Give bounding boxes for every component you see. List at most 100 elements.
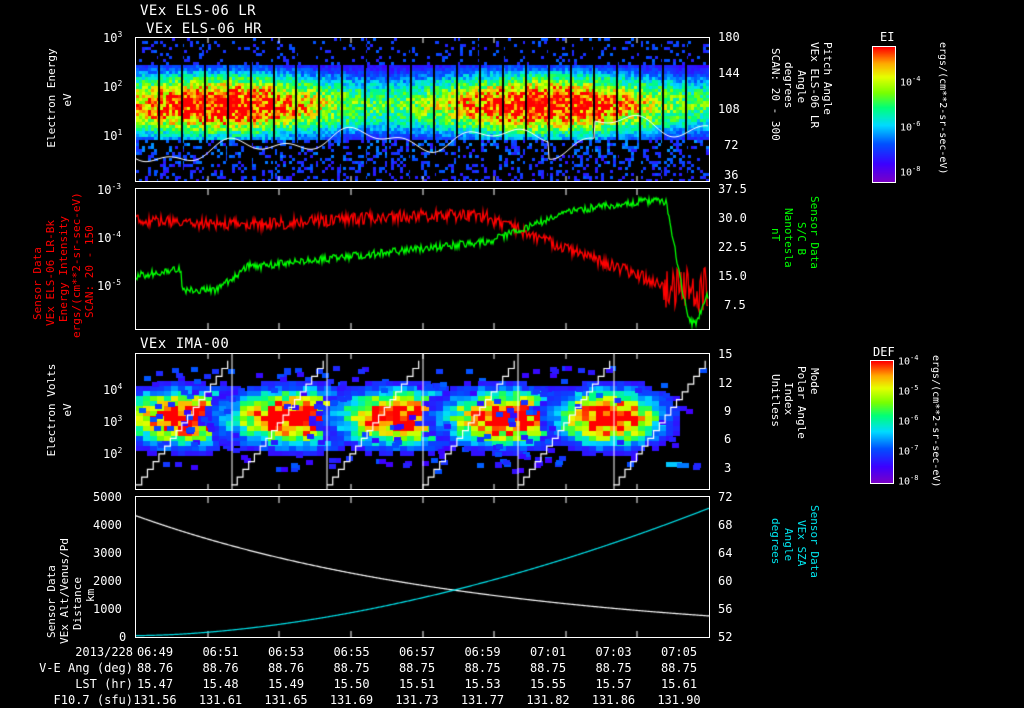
panel3-y-axis-units: eV [61, 403, 74, 417]
panel1-right-tick-36: 36 [724, 168, 739, 182]
panel2-left-tick-0: 10-3 [97, 182, 122, 197]
panel4-left-tick-5000: 5000 [93, 490, 122, 504]
panel1-colorbar-tick-1: 10-6 [900, 120, 921, 134]
panel3-colorbar-tick-4: 10-8 [898, 474, 919, 488]
panel1-colorbar [872, 46, 896, 183]
bottom-cell-ve_ang-3: 88.75 [333, 661, 370, 675]
bottom-cell-time-2: 06:53 [267, 645, 305, 659]
panel2-left-label-instrument: VEx ELS-06 LR-Bk [44, 220, 57, 326]
panel3-title: VEx IMA-00 [140, 336, 230, 352]
panel4-right-label-degrees: degrees [769, 518, 782, 565]
bottom-row-label-3: F10.7 (sfu) [53, 693, 133, 707]
bottom-cell-ve_ang-2: 88.76 [267, 661, 305, 675]
bottom-row-label-1: V-E Ang (deg) [39, 661, 133, 675]
panel1-right-label-degrees: degrees [782, 62, 795, 109]
bottom-cell-f107-6: 131.82 [526, 693, 570, 707]
bottom-cell-lst-6: 15.55 [529, 677, 567, 691]
panel3-colorbar [870, 360, 894, 484]
panel1-y-axis-units-text: eV [61, 93, 74, 107]
panel3-right-label-mode: Mode [808, 368, 821, 395]
panel3-right-label-index: Index [782, 382, 795, 416]
panel2-right-tick-3: 15.0 [718, 269, 747, 283]
bottom-cell-ve_ang-7: 88.75 [595, 661, 632, 675]
bottom-cell-ve_ang-5: 88.75 [464, 661, 501, 675]
bottom-cell-f107-5: 131.77 [460, 693, 505, 707]
panel1-right-label-scan: SCAN: 20 - 300 [769, 48, 782, 141]
panel2-plot-area[interactable] [135, 188, 710, 330]
bottom-cell-ve_ang-4: 88.75 [398, 661, 436, 675]
panel1-colorbar-tick-0: 10-4 [900, 75, 921, 89]
panel4-left-tick-0: 0 [119, 630, 127, 644]
panel4-left-tick-4000: 4000 [93, 518, 122, 532]
panel3-right-label-polar-angle: Polar Angle [795, 366, 808, 439]
panel2-right-label-nanotesla: Nanotesla [782, 208, 795, 268]
panel4-plot-area[interactable] [135, 496, 710, 638]
panel1-right-label-instrument: VEx ELS-06 LR [808, 42, 821, 129]
bottom-cell-time-5: 06:59 [464, 645, 501, 659]
panel2-right-tick-1: 30.0 [718, 211, 747, 225]
bottom-cell-lst-1: 15.48 [202, 677, 239, 691]
panel3-ytick-1: 103 [103, 414, 123, 429]
panel3-right-tick-6: 6 [724, 432, 732, 446]
panel3-plot-area[interactable] [135, 353, 710, 490]
panel2-right-tick-4: 7.5 [724, 298, 746, 312]
panel2-right-label-sc-b: S/C B [795, 222, 808, 256]
panel1-colorbar-tick-2: 10-8 [900, 165, 921, 179]
panel1-colorbar-title: EI [880, 30, 895, 44]
bottom-cell-time-0: 06:49 [136, 645, 174, 659]
panel1-ytick-1: 102 [103, 79, 123, 94]
panel4-right-tick-56: 56 [718, 602, 733, 616]
panel4-right-tick-68: 68 [718, 518, 733, 532]
panel4-right-label-angle: Angle [782, 528, 795, 562]
panel1-plot-area[interactable] [135, 37, 710, 182]
panel1-right-label-angle: Angle [795, 70, 808, 104]
bottom-cell-lst-4: 15.51 [398, 677, 436, 691]
bottom-cell-lst-7: 15.57 [595, 677, 632, 691]
panel1-title-hr: VEx ELS-06 HR [146, 21, 263, 37]
panel4-left-tick-3000: 3000 [93, 546, 122, 560]
panel3-right-tick-3: 3 [724, 461, 732, 475]
bottom-row-label-0: 2013/228 [75, 645, 133, 659]
panel2-left-label-units: ergs/(cm**2-sr-sec-eV) [70, 192, 83, 338]
panel3-right-tick-12: 12 [718, 376, 733, 390]
panel3-colorbar-tick-1: 10-5 [898, 384, 919, 398]
panel3-colorbar-tick-3: 10-7 [898, 444, 919, 458]
panel3-colorbar-tick-0: 10-4 [898, 354, 919, 368]
panel2-left-tick-2: 10-5 [97, 278, 122, 293]
panel4-left-tick-2000: 2000 [93, 574, 122, 588]
panel2-right-tick-0: 37.5 [718, 182, 747, 196]
panel2-right-label-nt: nT [769, 228, 782, 242]
panel2-left-tick-1: 10-4 [97, 230, 122, 245]
panel2-left-label-sensor-data: Sensor Data [31, 247, 44, 320]
bottom-cell-lst-3: 15.50 [333, 677, 370, 691]
panel1-right-tick-72: 72 [724, 138, 739, 152]
panel1-right-tick-144: 144 [718, 66, 740, 80]
panel4-right-label-sza: VEx SZA [795, 520, 808, 567]
panel1-right-label-pitch-angle: Pitch Angle [821, 42, 834, 115]
panel1-ytick-2: 101 [103, 128, 123, 143]
bottom-cell-f107-4: 131.73 [395, 693, 439, 707]
bottom-cell-ve_ang-1: 88.76 [202, 661, 239, 675]
bottom-cell-time-1: 06:51 [202, 645, 239, 659]
bottom-cell-lst-0: 15.47 [136, 677, 174, 691]
panel2-right-label-sensor-data: Sensor Data [808, 196, 821, 269]
panel3-colorbar-title: DEF [873, 345, 895, 359]
panel2-left-label-scan: SCAN: 20 - 150 [83, 225, 96, 318]
bottom-cell-lst-8: 15.61 [660, 677, 698, 691]
panel4-left-label-sensor-data: Sensor Data [45, 565, 58, 638]
panel4-right-tick-60: 60 [718, 574, 733, 588]
panel2-right-tick-2: 22.5 [718, 240, 747, 254]
bottom-cell-f107-3: 131.69 [329, 693, 374, 707]
bottom-cell-ve_ang-6: 88.75 [529, 661, 567, 675]
panel3-colorbar-units: ergs/(cm**2-sr-sec-eV) [930, 355, 941, 488]
bottom-cell-f107-8: 131.90 [657, 693, 701, 707]
bottom-cell-f107-0: 131.56 [133, 693, 177, 707]
panel1-title-lr: VEx ELS-06 LR [140, 3, 257, 19]
panel4-right-tick-52: 52 [718, 630, 733, 644]
panel1-ytick-0: 103 [103, 30, 123, 45]
panel1-right-tick-108: 108 [718, 102, 740, 116]
panel4-right-tick-72: 72 [718, 490, 733, 504]
bottom-row-label-2: LST (hr) [75, 677, 133, 691]
panel3-right-label-unitless: Unitless [769, 374, 782, 427]
